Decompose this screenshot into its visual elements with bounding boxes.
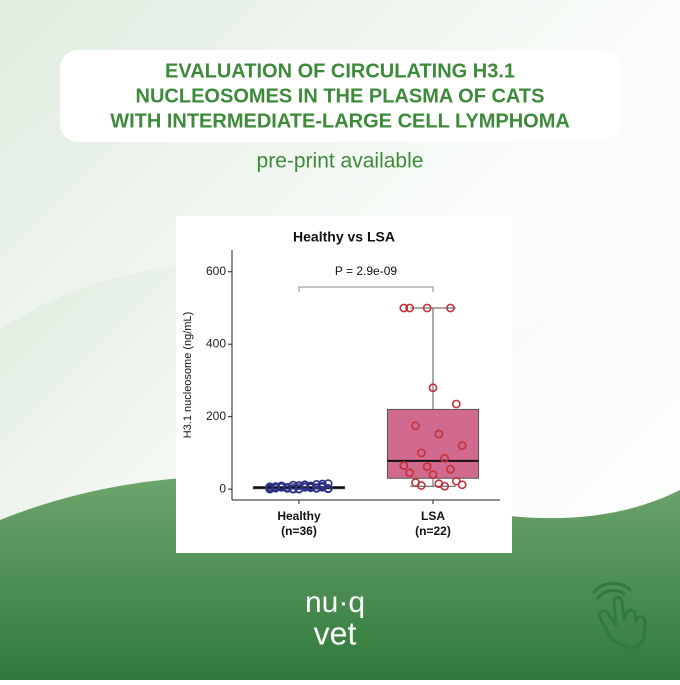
data-point bbox=[440, 453, 450, 463]
data-point bbox=[271, 483, 281, 493]
significance-bracket bbox=[298, 286, 434, 292]
data-point bbox=[323, 484, 333, 493]
subtitle: pre-print available bbox=[257, 150, 424, 173]
box bbox=[386, 408, 480, 479]
data-point bbox=[457, 480, 467, 490]
header-line: EVALUATION OF CIRCULATING H3.1 bbox=[165, 60, 515, 82]
y-tick-label: 400 bbox=[206, 336, 226, 350]
data-point bbox=[440, 481, 450, 491]
logo-bottom: vet bbox=[314, 615, 357, 651]
data-point bbox=[457, 441, 467, 451]
data-point bbox=[428, 470, 438, 480]
chart: Healthy vs LSA H3.1 nucleosome (ng/mL) 0 20… bbox=[182, 229, 500, 538]
header-line: NUCLEOSOMES IN THE PLASMA OF CATS bbox=[136, 85, 545, 107]
data-point bbox=[416, 481, 426, 490]
data-point bbox=[282, 483, 292, 493]
data-point bbox=[300, 482, 310, 491]
data-point bbox=[428, 383, 438, 393]
chart-title: Healthy vs LSA bbox=[293, 229, 395, 245]
data-point bbox=[265, 482, 275, 492]
x-tick-label: LSA bbox=[421, 509, 445, 523]
header-line: WITH INTERMEDIATE-LARGE CELL LYMPHOMA bbox=[110, 110, 570, 132]
data-point bbox=[405, 468, 415, 478]
p-value: P = 2.9e-09 bbox=[335, 264, 397, 278]
data-point bbox=[451, 399, 461, 409]
data-point bbox=[312, 483, 321, 493]
data-point bbox=[446, 303, 455, 313]
count-label: (n=36) bbox=[281, 524, 317, 538]
data-point bbox=[422, 303, 432, 313]
data-point bbox=[312, 480, 321, 489]
data-point bbox=[446, 464, 455, 474]
count-label: (n=22) bbox=[415, 524, 451, 538]
header-box bbox=[60, 50, 620, 142]
y-tick-label: 600 bbox=[206, 264, 226, 278]
data-point bbox=[405, 303, 415, 313]
data-point bbox=[399, 461, 409, 470]
y-axis-label: H3.1 nucleosome (ng/mL) bbox=[182, 312, 194, 439]
data-point bbox=[288, 484, 298, 494]
data-point bbox=[422, 462, 432, 472]
data-point bbox=[277, 482, 286, 492]
data-point bbox=[399, 303, 409, 313]
data-point bbox=[434, 429, 444, 439]
x-tick-label: Healthy bbox=[277, 509, 321, 523]
data-point bbox=[416, 448, 426, 458]
y-tick-label: 0 bbox=[219, 481, 226, 495]
logo-top: nu·q bbox=[305, 586, 365, 619]
hand-icon[interactable] bbox=[592, 582, 647, 650]
data-point bbox=[411, 421, 420, 431]
y-tick-label: 200 bbox=[206, 409, 226, 423]
